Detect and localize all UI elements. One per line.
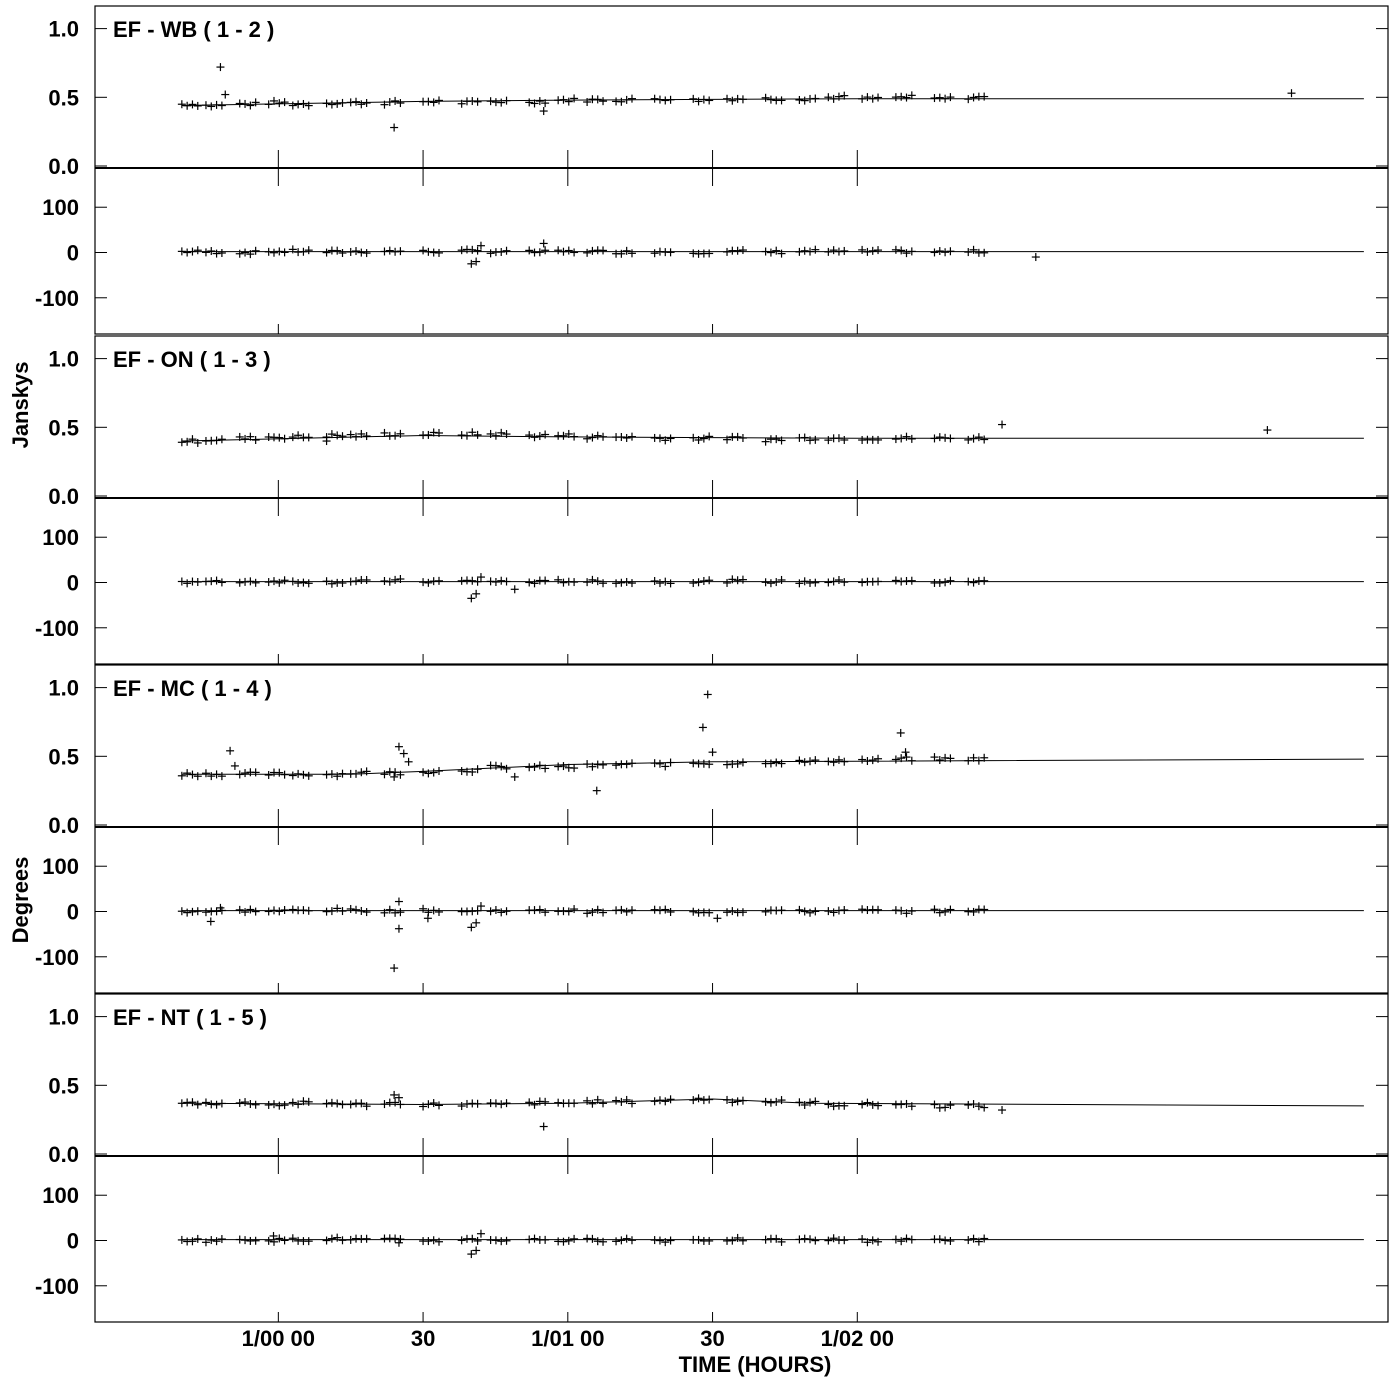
panel-frame xyxy=(94,664,1389,994)
y-axis-label-phase: Degrees xyxy=(8,857,33,944)
y-tick-label: 0.5 xyxy=(48,85,79,110)
y-tick-label: 1.0 xyxy=(48,1005,79,1030)
panels: 0.0 0.5 1.0 100 0 -100 EF - WB ( 1 - 2 ) 0.0 0.5… xyxy=(35,5,1389,1323)
panel-frame xyxy=(94,993,1389,1323)
y-tick-label: 0 xyxy=(67,571,79,596)
y-tick-label: 0.5 xyxy=(48,744,79,769)
x-tick-label: 30 xyxy=(411,1326,435,1351)
baseline-label: EF - ON ( 1 - 3 ) xyxy=(113,347,271,372)
y-tick-label: 0.0 xyxy=(48,813,79,838)
panel-frame xyxy=(94,5,1389,335)
baseline-panel: 0.0 0.5 1.0 100 0 -100 EF - NT ( 1 - 5 ) xyxy=(35,993,1389,1323)
x-tick-label: 1/02 00 xyxy=(821,1326,894,1351)
baseline-panel: 0.0 0.5 1.0 100 0 -100 EF - MC ( 1 - 4 ) xyxy=(35,664,1389,994)
y-tick-label: 0 xyxy=(67,241,79,266)
x-tick-label: 1/00 00 xyxy=(242,1326,315,1351)
y-tick-label: 100 xyxy=(42,195,79,220)
y-tick-label: 0.0 xyxy=(48,1142,79,1167)
y-tick-label: -100 xyxy=(35,1274,79,1299)
y-tick-label: 0 xyxy=(67,1229,79,1254)
y-tick-label: 1.0 xyxy=(48,676,79,701)
baseline-panel: 0.0 0.5 1.0 100 0 -100 EF - WB ( 1 - 2 ) xyxy=(35,5,1389,335)
baseline-panel: 0.0 0.5 1.0 100 0 -100 EF - ON ( 1 - 3 ) xyxy=(35,335,1389,665)
y-tick-label: 0 xyxy=(67,900,79,925)
y-tick-label: 100 xyxy=(42,525,79,550)
y-tick-label: 0.0 xyxy=(48,154,79,179)
y-tick-label: -100 xyxy=(35,945,79,970)
y-tick-label: 1.0 xyxy=(48,17,79,42)
y-tick-label: 1.0 xyxy=(48,347,79,372)
axes-global: Janskys Degrees TIME (HOURS) 1/00 00 30 1/… xyxy=(8,362,894,1377)
baseline-label: EF - WB ( 1 - 2 ) xyxy=(113,17,274,42)
y-axis-label-amplitude: Janskys xyxy=(8,362,33,449)
x-tick-label: 1/01 00 xyxy=(531,1326,604,1351)
baseline-label: EF - MC ( 1 - 4 ) xyxy=(113,676,272,701)
x-axis-label: TIME (HOURS) xyxy=(679,1352,832,1377)
baseline-label: EF - NT ( 1 - 5 ) xyxy=(113,1005,267,1030)
panel-frame xyxy=(94,335,1389,665)
y-tick-label: 0.5 xyxy=(48,415,79,440)
y-tick-label: -100 xyxy=(35,286,79,311)
y-tick-label: 0.5 xyxy=(48,1073,79,1098)
y-tick-label: 100 xyxy=(42,1183,79,1208)
x-tick-label: 30 xyxy=(700,1326,724,1351)
y-tick-label: 0.0 xyxy=(48,484,79,509)
y-tick-label: 100 xyxy=(42,854,79,879)
y-tick-label: -100 xyxy=(35,616,79,641)
